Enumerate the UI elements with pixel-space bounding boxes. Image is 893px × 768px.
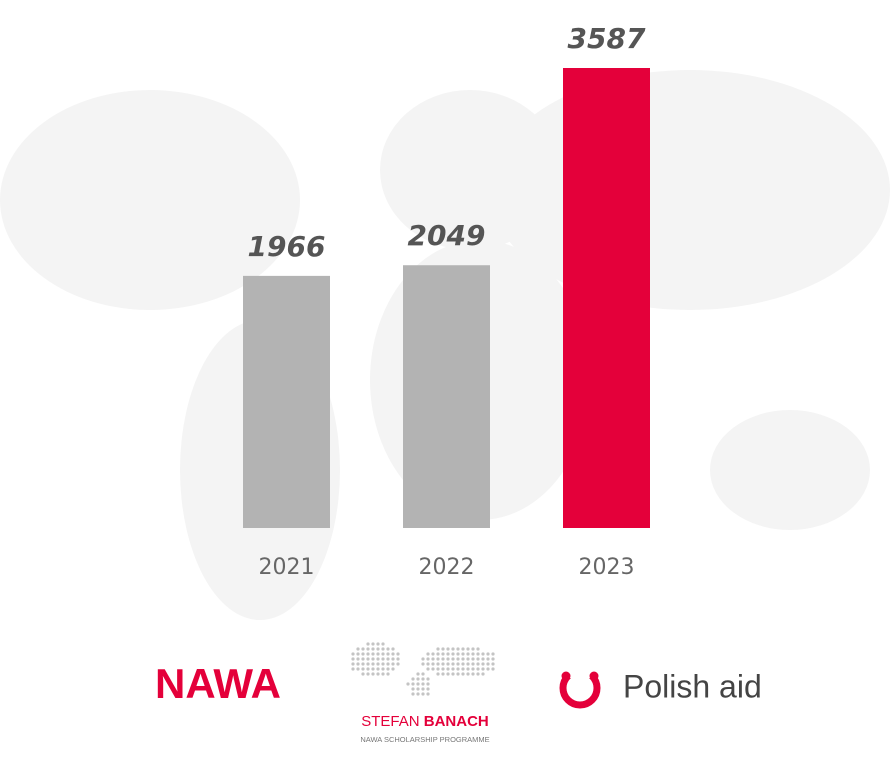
polish-aid-logo: Polish aid — [623, 668, 762, 704]
bar — [403, 265, 490, 528]
bar — [563, 68, 650, 528]
x-tick-label: 2021 — [259, 555, 315, 580]
banach-last: BANACH — [424, 713, 489, 730]
banach-title: STEFAN BANACH — [361, 713, 489, 730]
bar — [243, 275, 330, 528]
polish-aid-icon — [559, 666, 601, 709]
nawa-logo: NAWA — [155, 660, 281, 707]
value-label: 3587 — [568, 22, 646, 55]
value-label: 2049 — [408, 219, 486, 252]
banach-first: STEFAN — [361, 713, 419, 730]
x-tick-label: 2022 — [419, 555, 475, 580]
banach-subtitle: NAWA SCHOLARSHIP PROGRAMME — [360, 735, 489, 744]
value-label: 1966 — [248, 230, 326, 263]
banach-map-icon — [351, 642, 495, 696]
x-tick-label: 2023 — [579, 555, 635, 580]
